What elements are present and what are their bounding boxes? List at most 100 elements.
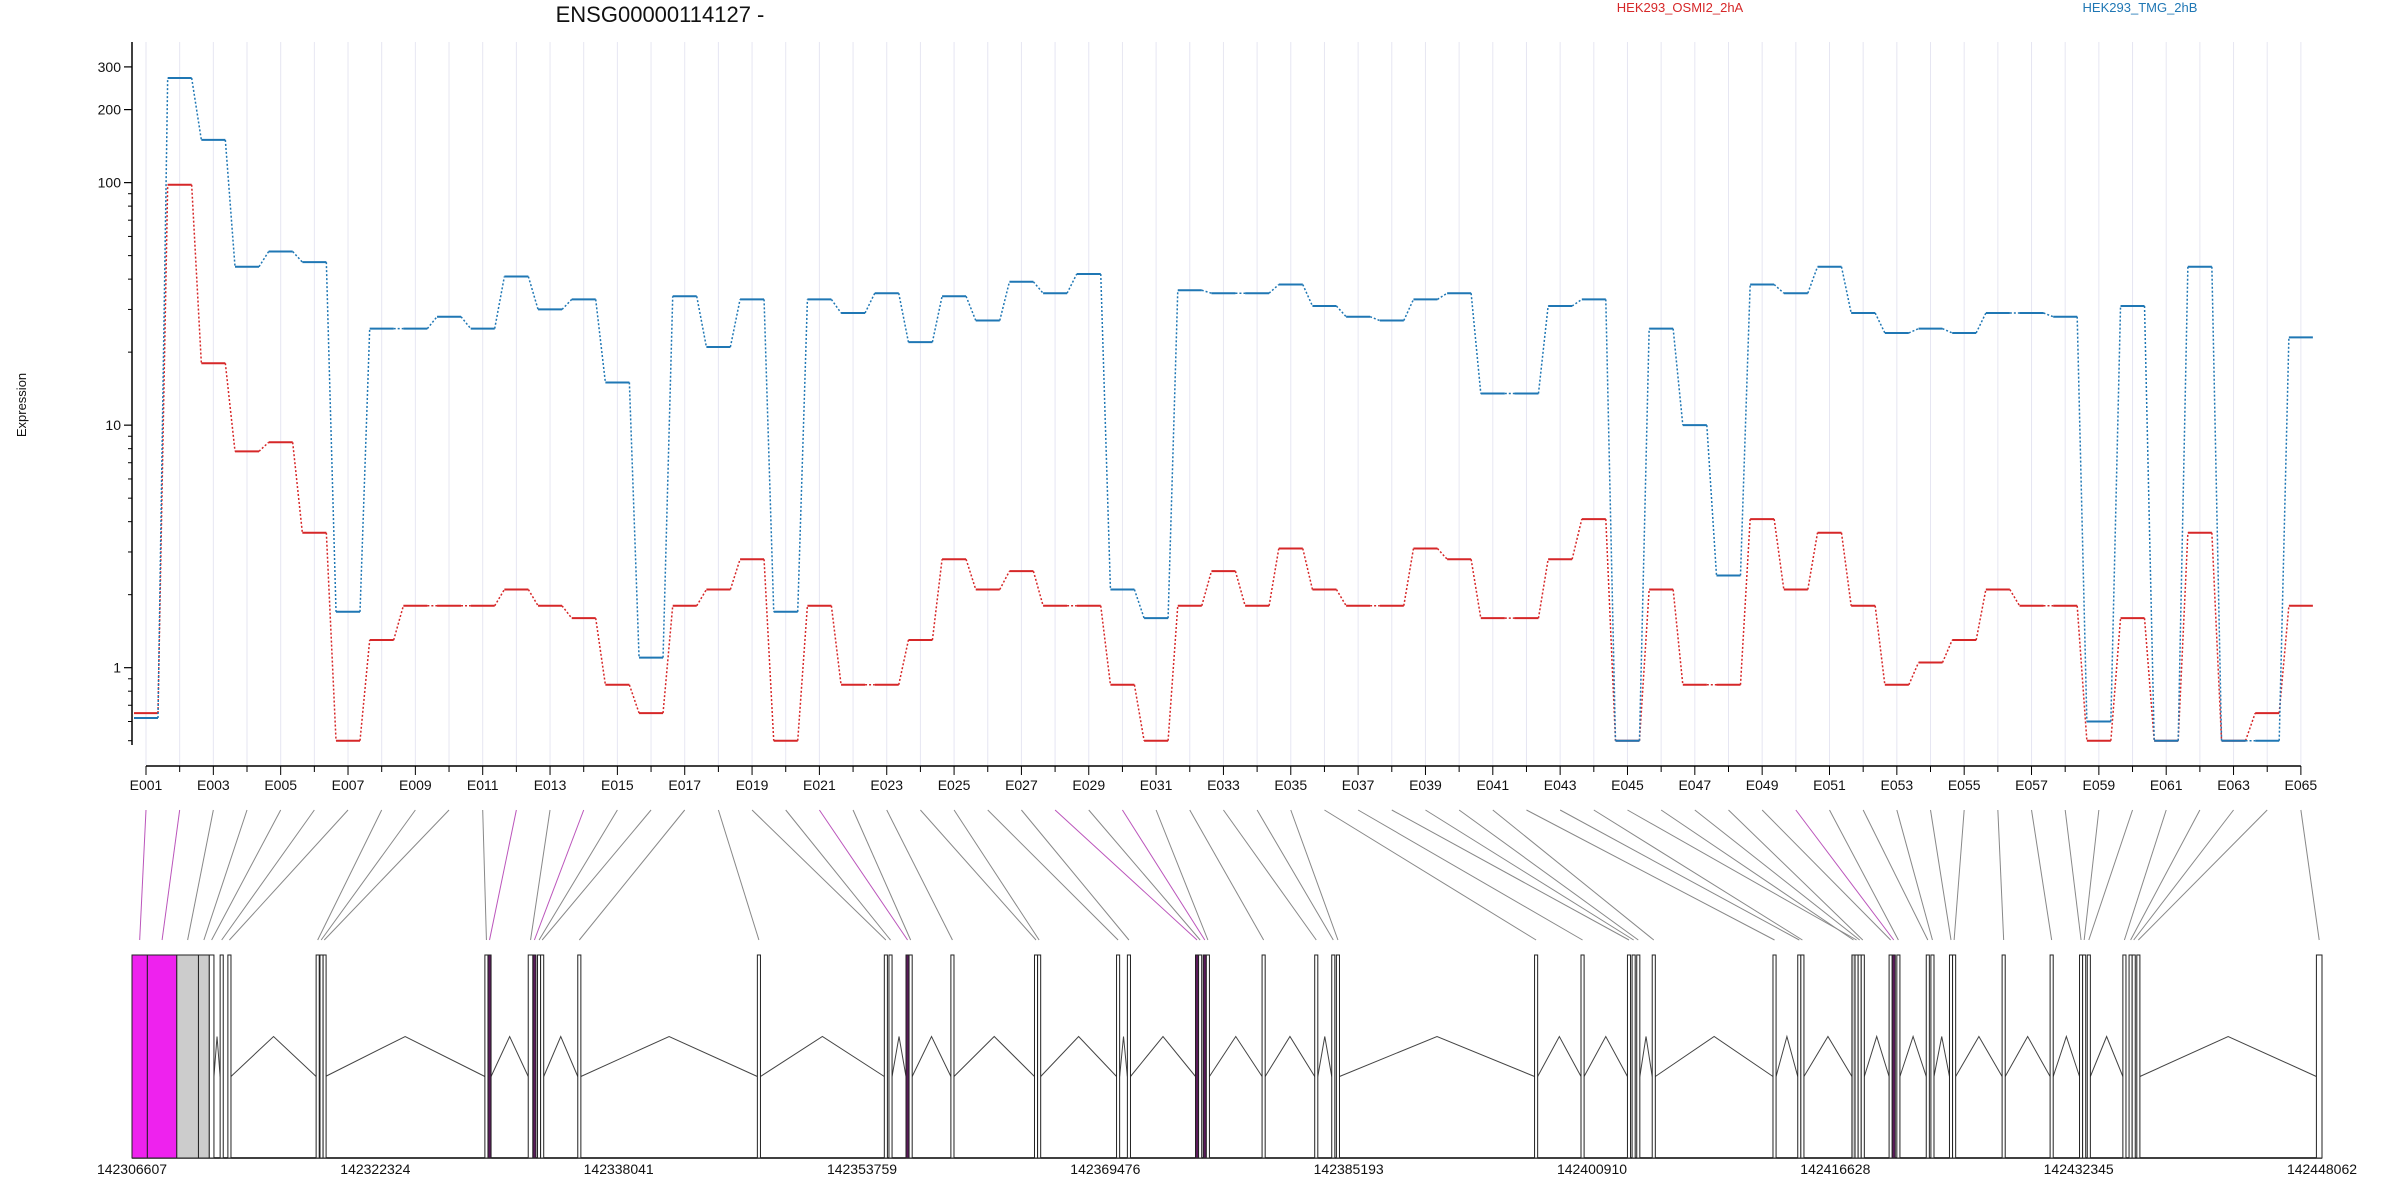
exon-box — [1952, 954, 1957, 1159]
series-connector — [1739, 519, 1751, 685]
exon-connector — [1189, 809, 1265, 941]
exon-box — [1631, 954, 1636, 1159]
series-connector — [2143, 618, 2155, 741]
genomic-coordinate-label: 142338041 — [584, 1161, 654, 1177]
x-tick-label: E047 — [1678, 777, 1711, 793]
exon-connector — [2088, 809, 2134, 941]
exon-connector — [1425, 809, 1634, 941]
legend-label-tmg: HEK293_TMG_2hB — [2083, 0, 2198, 15]
exon-connector — [482, 809, 487, 941]
exon-box — [1314, 954, 1319, 1159]
series-connector — [1605, 299, 1617, 741]
genomic-coordinate-label: 142369476 — [1070, 1161, 1140, 1177]
x-tick-label: E013 — [534, 777, 567, 793]
series-connector — [1167, 290, 1179, 619]
exon-connector — [1256, 809, 1334, 941]
series-connector — [1537, 305, 1549, 394]
x-tick-label: E027 — [1005, 777, 1038, 793]
series-connector — [190, 184, 203, 364]
exon-connector — [1829, 809, 1899, 941]
exon-box — [197, 954, 210, 1159]
intron-line — [1863, 1034, 1890, 1077]
exon-connector — [717, 809, 760, 941]
exon-box — [1126, 954, 1131, 1159]
series-connector — [325, 262, 337, 612]
intron-line — [1655, 1035, 1774, 1077]
exon-box — [146, 954, 178, 1159]
exon-box — [1651, 954, 1656, 1159]
series-connector — [224, 139, 236, 267]
exon-connector — [818, 809, 908, 941]
exon-connector — [320, 809, 416, 941]
intron-line — [1040, 1035, 1117, 1077]
genomic-coordinate-label: 142400910 — [1557, 1161, 1627, 1177]
exon-connector — [317, 809, 383, 941]
exon-connector — [1997, 809, 2005, 941]
series-connector — [1437, 292, 1448, 301]
exon-box — [319, 954, 324, 1159]
series-connector — [1975, 589, 1987, 641]
exon-box — [1636, 954, 1641, 1159]
series-connector — [1942, 327, 1953, 334]
x-tick-label: E005 — [264, 777, 297, 793]
x-tick-label: E017 — [668, 777, 701, 793]
exon-connector — [211, 809, 282, 941]
intron-line — [325, 1035, 486, 1077]
series-connector — [1201, 570, 1213, 606]
series-connector — [1470, 559, 1482, 619]
exon-connector — [2133, 809, 2234, 941]
exon-connector — [920, 809, 1037, 941]
series-connector — [1840, 532, 1852, 606]
genomic-coordinate-label: 142416628 — [1800, 1161, 1870, 1177]
exon-box — [2082, 954, 2087, 1159]
exon-connector — [578, 809, 686, 941]
series-connector — [258, 441, 270, 452]
exon-connector — [2300, 809, 2320, 941]
series-connector — [662, 296, 674, 658]
x-tick-label: E001 — [130, 777, 163, 793]
exon-connector — [1559, 809, 1800, 941]
exon-box — [756, 954, 761, 1159]
series-connector — [2244, 712, 2256, 741]
intron-line — [1639, 1036, 1653, 1077]
intron-line — [1803, 1035, 1853, 1077]
genomic-coordinate-label: 142306607 — [97, 1161, 167, 1177]
series-connector — [1100, 605, 1112, 685]
exon-box — [176, 954, 199, 1159]
series-connector — [830, 605, 842, 685]
intron-line — [2139, 1035, 2317, 1077]
exon-box — [1925, 954, 1930, 1159]
series-connector — [662, 605, 674, 714]
intron-line — [1119, 1036, 1128, 1077]
exon-connector — [1290, 809, 1339, 941]
series-connector — [291, 442, 304, 533]
series-connector — [1807, 266, 1819, 294]
exon-box — [577, 954, 582, 1159]
exon-box — [131, 954, 148, 1159]
exon-connector — [785, 809, 891, 941]
exon-box — [1037, 954, 1042, 1159]
exon-box — [888, 954, 893, 1159]
series-connector — [594, 299, 607, 383]
series-connector — [1268, 548, 1280, 606]
series-connector — [1369, 316, 1381, 322]
x-tick-label: E015 — [601, 777, 634, 793]
x-tick-label: E057 — [2015, 777, 2048, 793]
series-connector — [898, 639, 910, 685]
y-tick-label: 200 — [98, 102, 122, 118]
intron-line — [1955, 1035, 2003, 1077]
exon-connector — [1694, 809, 1860, 941]
series-connector — [1302, 548, 1314, 590]
y-tick-label: 10 — [105, 417, 121, 433]
exon-box — [1534, 954, 1539, 1159]
exon-connectors — [139, 809, 2320, 941]
exon-box — [950, 954, 955, 1159]
intron-line — [213, 1036, 221, 1077]
exon-connector — [1223, 809, 1317, 941]
series-connector — [1638, 328, 1650, 741]
intron-line — [1130, 1035, 1196, 1077]
series-connector — [763, 299, 775, 612]
series-connector — [1537, 559, 1549, 619]
series-connector — [594, 618, 607, 685]
